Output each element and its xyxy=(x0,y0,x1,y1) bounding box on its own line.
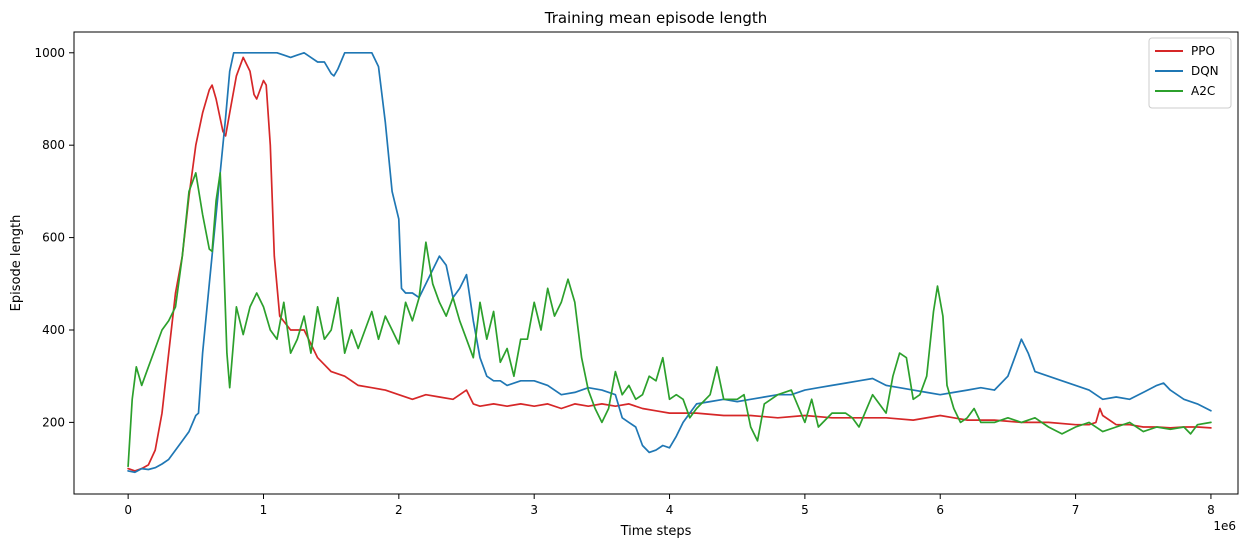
y-axis-ticks: 200 400 600 800 1000 xyxy=(34,46,74,429)
series-layer xyxy=(127,51,1212,474)
x-tick-label: 1 xyxy=(260,503,268,517)
y-tick-label: 600 xyxy=(42,231,65,245)
x-tick-label: 4 xyxy=(666,503,674,517)
plot-frame xyxy=(73,31,1239,495)
legend-label-ppo: PPO xyxy=(1191,44,1215,58)
x-tick-label: 3 xyxy=(530,503,538,517)
y-tick-label: 800 xyxy=(42,138,65,152)
series-line-ppo xyxy=(127,56,1212,472)
x-axis-ticks: 0 1 2 3 4 5 6 7 8 xyxy=(124,494,1215,517)
chart-title: Training mean episode length xyxy=(544,9,768,27)
axes-layer xyxy=(73,31,1239,495)
x-tick-label: 8 xyxy=(1207,503,1215,517)
x-axis-label: Time steps xyxy=(620,524,692,539)
x-tick-label: 6 xyxy=(936,503,944,517)
legend: PPO DQN A2C xyxy=(1148,37,1232,109)
series-line-dqn xyxy=(127,51,1212,474)
legend-label-a2c: A2C xyxy=(1191,84,1215,98)
x-tick-label: 5 xyxy=(801,503,809,517)
x-tick-label: 2 xyxy=(395,503,403,517)
y-tick-label: 1000 xyxy=(34,46,65,60)
y-axis-label: Episode length xyxy=(9,215,24,312)
y-tick-label: 200 xyxy=(42,415,65,429)
x-axis-offset-label: 1e6 xyxy=(1213,519,1236,533)
x-tick-label: 7 xyxy=(1072,503,1080,517)
legend-label-dqn: DQN xyxy=(1191,64,1219,78)
series-line-a2c xyxy=(127,172,1212,468)
x-tick-label: 0 xyxy=(124,503,132,517)
legend-box xyxy=(1148,37,1232,109)
y-tick-label: 400 xyxy=(42,323,65,337)
